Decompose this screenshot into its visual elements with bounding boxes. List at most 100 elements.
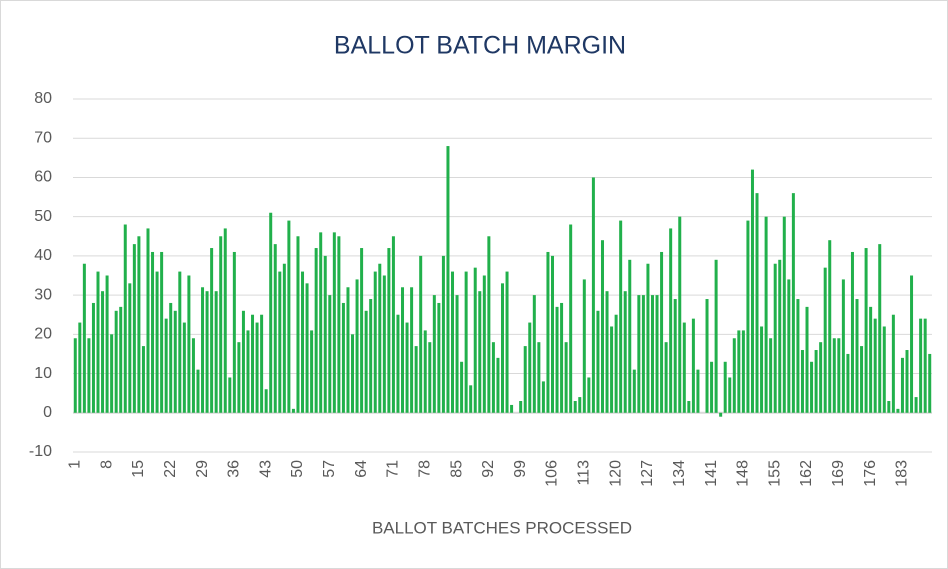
bar (728, 377, 732, 413)
bar (464, 271, 468, 413)
bar (423, 330, 427, 413)
bar (505, 271, 509, 413)
bar (769, 338, 773, 413)
y-tick-label: 20 (34, 326, 52, 343)
bar (191, 338, 195, 413)
bar (314, 248, 318, 413)
bar (623, 291, 627, 413)
bar (160, 251, 164, 413)
bar (432, 295, 436, 413)
y-tick-label: 50 (34, 208, 52, 225)
y-tick-label: 0 (43, 404, 52, 421)
x-tick-label: 120 (607, 460, 624, 487)
bar (550, 255, 554, 413)
bar (846, 353, 850, 413)
bar (341, 302, 345, 413)
bar (232, 251, 236, 413)
x-tick-label: 1 (66, 460, 83, 469)
y-tick-label: 80 (34, 90, 52, 107)
bar (800, 350, 804, 413)
bar (351, 334, 355, 413)
bar (578, 397, 582, 413)
y-tick-label: 30 (34, 286, 52, 303)
bar (260, 314, 264, 413)
bar (660, 251, 664, 413)
bar (78, 322, 82, 413)
bar (473, 267, 477, 413)
bar (746, 220, 750, 413)
bar (573, 401, 577, 413)
x-tick-label: 141 (703, 460, 720, 487)
bar (478, 291, 482, 413)
bar (369, 299, 373, 413)
bar (773, 263, 777, 413)
bar (455, 295, 459, 413)
bar (119, 306, 123, 413)
bar (782, 216, 786, 413)
bar (841, 279, 845, 413)
x-tick-label: 22 (162, 460, 179, 478)
bar (137, 236, 141, 413)
bar (282, 263, 286, 413)
bar (928, 353, 932, 413)
bar (750, 169, 754, 413)
bar (501, 283, 504, 413)
bar (582, 279, 586, 413)
x-tick-label: 183 (894, 460, 911, 487)
bar (737, 330, 741, 413)
bar (560, 302, 564, 413)
bar (96, 271, 100, 413)
bar (251, 314, 255, 413)
bar (305, 283, 309, 413)
bar (246, 330, 250, 413)
bar (796, 299, 800, 413)
bar (332, 232, 336, 413)
bar (487, 236, 491, 413)
bar (682, 322, 686, 413)
bar (905, 350, 909, 413)
bar (210, 248, 214, 413)
bar (219, 236, 223, 413)
bar (123, 224, 127, 413)
bar (655, 295, 659, 413)
bar (110, 334, 114, 413)
bar (705, 299, 709, 413)
bar (869, 306, 873, 413)
bar (201, 287, 205, 413)
bar (437, 302, 441, 413)
bar (632, 369, 636, 413)
bar (596, 310, 600, 413)
bar (919, 318, 923, 413)
bar (178, 271, 182, 413)
bar (687, 401, 691, 413)
bar (378, 263, 382, 413)
bar (337, 236, 341, 413)
bar (600, 240, 604, 413)
bar (541, 381, 545, 413)
x-tick-label: 15 (130, 460, 147, 478)
x-tick-label: 8 (98, 460, 115, 469)
bar (101, 291, 105, 413)
bar (669, 228, 673, 413)
bar (410, 287, 414, 413)
bar (291, 408, 295, 413)
bar (537, 342, 541, 413)
x-tick-label: 113 (576, 460, 593, 486)
bar (382, 275, 386, 413)
bar (396, 314, 400, 413)
bar (323, 255, 327, 413)
bar (519, 401, 523, 413)
bar (900, 357, 904, 413)
x-tick-label: 43 (257, 460, 274, 478)
bar (223, 228, 227, 413)
bar (569, 224, 573, 413)
bar (241, 310, 245, 413)
bar (619, 220, 623, 413)
bar (401, 287, 405, 413)
x-tick-label: 50 (289, 460, 306, 478)
bar (346, 287, 350, 413)
bar (182, 322, 186, 413)
bar (296, 236, 300, 413)
y-tick-label: 60 (34, 169, 52, 186)
bar (496, 357, 500, 413)
